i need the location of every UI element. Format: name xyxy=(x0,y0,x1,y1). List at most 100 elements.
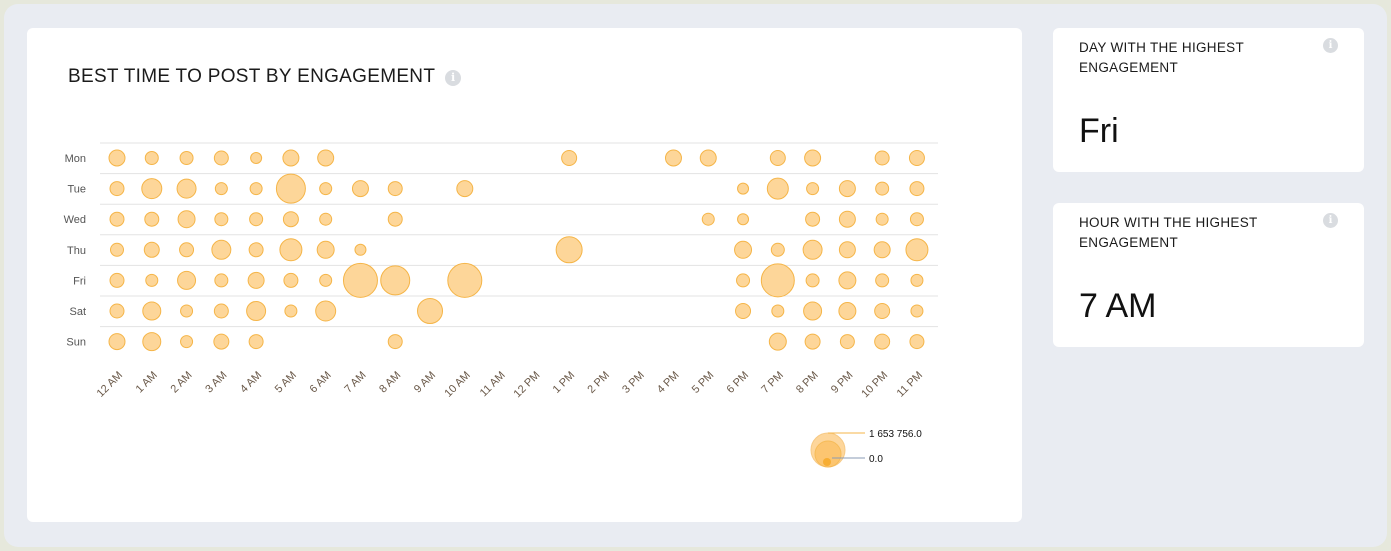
kpi-value: 7 AM xyxy=(1079,287,1157,325)
kpi-card-best-hour: HOUR WITH THE HIGHEST ENGAGEMENT i 7 AM xyxy=(1053,203,1364,347)
bubble xyxy=(838,241,856,259)
bubble xyxy=(805,273,820,288)
bubble xyxy=(213,333,230,350)
legend-max-label: 1 653 756.0 xyxy=(869,429,922,440)
bubble xyxy=(769,149,786,167)
kpi-card-best-day: DAY WITH THE HIGHEST ENGAGEMENT i Fri xyxy=(1053,28,1364,172)
bubble xyxy=(736,273,751,288)
bubble xyxy=(246,301,267,321)
x-tick-label: 3 AM xyxy=(203,369,229,395)
bubble xyxy=(179,150,194,166)
bubble xyxy=(109,272,125,288)
bubble xyxy=(909,181,925,197)
bubble xyxy=(247,271,265,289)
bubble xyxy=(664,149,682,167)
legend-bubble-min xyxy=(823,458,831,466)
bubble xyxy=(804,149,822,167)
y-tick-label: Sat xyxy=(69,306,86,318)
bubble xyxy=(109,181,125,197)
info-icon[interactable]: i xyxy=(445,70,462,86)
bubble xyxy=(177,270,197,290)
bubble xyxy=(319,212,333,226)
bubble xyxy=(770,242,785,257)
x-tick-label: 2 PM xyxy=(585,369,612,396)
bubble xyxy=(417,298,444,324)
bubble xyxy=(109,303,125,319)
bubble xyxy=(213,150,229,166)
bubble xyxy=(910,273,924,287)
bubble xyxy=(317,149,335,167)
bubble-chart: Mon Tue Wed Thu Fri Sat Sun 12 AM 1 AM 2 AM 3 AM 4 … xyxy=(64,142,938,468)
bubble xyxy=(806,182,820,196)
bubble xyxy=(282,211,299,228)
bubble xyxy=(180,304,194,318)
y-tick-label: Thu xyxy=(67,245,86,257)
bubble xyxy=(874,302,891,320)
bubble xyxy=(737,213,750,226)
bubble xyxy=(734,240,753,259)
x-tick-label: 11 AM xyxy=(478,369,508,399)
x-tick-label: 7 PM xyxy=(759,369,786,396)
bubble xyxy=(213,303,229,319)
bubble xyxy=(248,334,264,350)
bubble xyxy=(144,150,159,166)
bubble xyxy=(342,262,378,298)
x-tick-label: 10 PM xyxy=(859,369,890,400)
bubble xyxy=(380,265,411,296)
y-tick-label: Wed xyxy=(64,214,86,226)
bubble xyxy=(909,334,925,350)
bubble xyxy=(249,212,264,227)
x-tick-label: 4 AM xyxy=(238,369,264,395)
bubble xyxy=(735,302,752,320)
bubble xyxy=(109,211,125,227)
bubble xyxy=(351,180,369,198)
bubble xyxy=(319,273,333,287)
x-tick-label: 5 AM xyxy=(273,369,299,395)
bubble xyxy=(180,335,194,349)
info-icon[interactable]: i xyxy=(1323,38,1338,53)
bubble xyxy=(316,240,335,259)
bubble xyxy=(803,301,823,321)
x-tick-label: 5 PM xyxy=(690,369,717,396)
x-tick-label: 6 AM xyxy=(308,369,334,395)
bubble xyxy=(143,241,160,258)
bubble xyxy=(248,242,264,258)
bubble xyxy=(909,212,924,227)
bubble xyxy=(142,301,162,321)
bubble xyxy=(214,273,229,288)
bubble xyxy=(109,242,125,257)
legend-min-label: 0.0 xyxy=(869,454,883,465)
bubble xyxy=(561,149,578,167)
y-tick-label: Tue xyxy=(67,184,86,196)
bubble xyxy=(699,149,717,167)
bubble xyxy=(838,210,856,228)
x-tick-label: 8 PM xyxy=(794,369,821,396)
x-tick-label: 10 AM xyxy=(442,369,473,400)
kpi-label: HOUR WITH THE HIGHEST ENGAGEMENT xyxy=(1079,215,1258,250)
x-tick-label: 4 PM xyxy=(655,369,682,396)
bubble xyxy=(701,212,715,226)
x-tick-label: 9 PM xyxy=(829,369,856,396)
bubble xyxy=(875,273,890,288)
bubble xyxy=(838,302,857,320)
bubble xyxy=(875,181,890,196)
bubble xyxy=(279,238,303,262)
bubble xyxy=(874,333,891,350)
bubble xyxy=(142,332,162,352)
bubble xyxy=(387,211,403,227)
bubble xyxy=(447,262,483,298)
x-tick-label: 12 PM xyxy=(512,369,543,400)
bubble xyxy=(838,271,857,290)
info-icon[interactable]: i xyxy=(1323,213,1338,228)
bubble xyxy=(144,211,160,227)
y-tick-label: Sun xyxy=(66,337,86,349)
chart-title: BEST TIME TO POST BY ENGAGEMENT i xyxy=(68,66,462,88)
bubble xyxy=(805,211,821,227)
x-tick-label: 6 PM xyxy=(725,369,752,396)
chart-title-text: BEST TIME TO POST BY ENGAGEMENT xyxy=(68,66,436,87)
bubble xyxy=(873,241,891,259)
y-tick-label: Fri xyxy=(73,275,86,287)
x-tick-label: 11 PM xyxy=(895,369,925,399)
bubble xyxy=(737,182,750,195)
bubble xyxy=(250,152,263,164)
